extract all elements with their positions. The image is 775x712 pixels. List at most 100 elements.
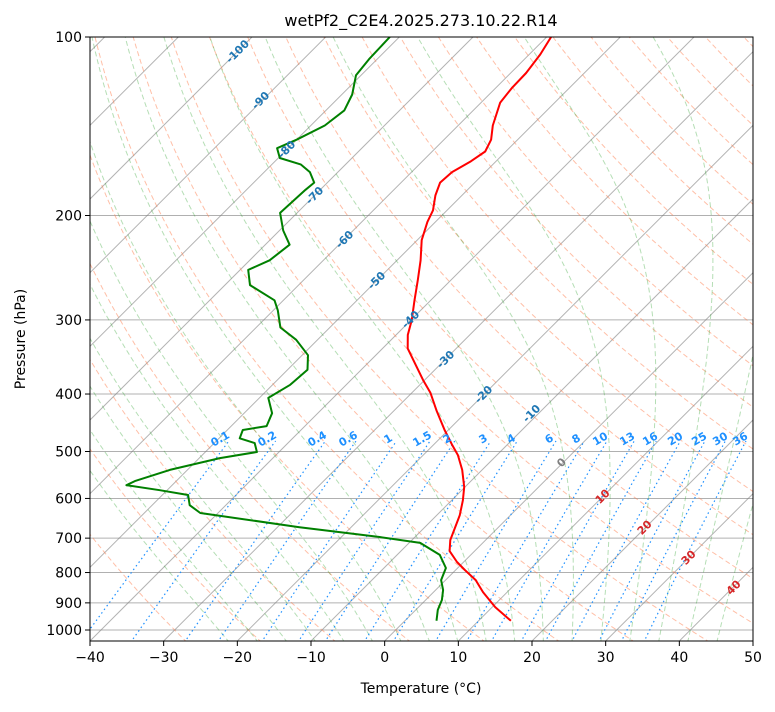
x-tick-label: −30 [149, 650, 179, 666]
y-tick-label: 300 [55, 313, 82, 329]
mixing-ratio-line [261, 440, 397, 641]
isotherm-label: -10 [520, 402, 543, 425]
isotherm-line [90, 37, 474, 421]
isotherm-line [310, 198, 753, 641]
mixing-ratio-line [217, 440, 357, 641]
mixing-ratio-label: 0.4 [306, 428, 330, 449]
x-tick-label: 10 [449, 650, 467, 666]
moist-adiabat-line [90, 140, 402, 641]
dry-adiabat-line [552, 37, 753, 245]
x-tick-label: −10 [296, 650, 326, 666]
mixing-ratio-line [363, 440, 492, 641]
dry-adiabat-line [590, 37, 753, 205]
y-tick-label: 500 [55, 444, 82, 460]
mixing-ratio-label: 13 [617, 430, 637, 449]
isotherm-line [90, 37, 695, 641]
mixing-ratio-line [643, 440, 747, 641]
plot-frame [89, 36, 754, 642]
temperature-trace [406, 37, 552, 622]
x-tick-label: −20 [223, 650, 253, 666]
isotherm-line [90, 37, 401, 348]
mixing-ratio-label: 20 [665, 429, 685, 448]
y-tick-label: 400 [55, 387, 82, 403]
mixing-ratio-label: 4 [505, 431, 518, 446]
moist-adiabat-line [90, 219, 373, 641]
dry-adiabat-line [132, 37, 635, 641]
dry-adiabat-line [514, 37, 753, 285]
isotherm-line [90, 37, 548, 495]
x-axis-label: Temperature (°C) [360, 681, 482, 697]
isotherm-label: 40 [724, 577, 744, 597]
x-tick-label: 20 [523, 650, 541, 666]
x-tick-label: 30 [597, 650, 615, 666]
dry-adiabat-line [323, 37, 753, 493]
dry-adiabat-line [361, 37, 753, 450]
moist-adiabat-line [124, 37, 459, 641]
moist-adiabat-line [652, 37, 714, 641]
isotherm-line [752, 640, 753, 641]
dry-adiabat-line [399, 37, 753, 408]
mixing-ratio-line [544, 440, 657, 641]
mixing-ratio-label: 0.2 [256, 428, 279, 449]
mixing-ratio-line [297, 440, 431, 641]
mixing-ratio-label: 3 [477, 431, 490, 446]
dry-adiabat-line [90, 448, 262, 641]
moist-adiabat-line [90, 429, 259, 641]
dry-adiabat-line [170, 37, 709, 641]
moist-adiabat-line [90, 283, 345, 641]
mixing-ratio-label: 16 [640, 429, 660, 448]
x-tick-label: 0 [380, 650, 389, 666]
mixing-ratio-line [184, 440, 326, 641]
isotherm-line [457, 345, 753, 641]
isotherm-line [90, 37, 253, 200]
dry-adiabat-line [437, 37, 753, 367]
isotherm-line [90, 37, 327, 274]
isotherm-line [90, 37, 622, 569]
mixing-ratio-label: 25 [689, 430, 709, 449]
moist-adiabat-line [91, 37, 430, 641]
mixing-ratio-line [90, 440, 230, 631]
y-tick-label: 900 [55, 596, 82, 612]
chart-title: wetPf2_C2E4.2025.273.10.22.R14 [284, 11, 557, 31]
y-tick-label: 700 [55, 531, 82, 547]
dry-adiabat-line [476, 37, 753, 326]
isotherm-line [236, 124, 753, 641]
moist-adiabat-line [163, 37, 487, 641]
y-tick-label: 800 [55, 566, 82, 582]
isotherm-line [604, 492, 753, 641]
mixing-ratio-label: 1.5 [411, 428, 434, 449]
x-tick-label: 40 [670, 650, 688, 666]
moist-adiabat-line [90, 337, 316, 641]
dry-adiabat-line [247, 37, 753, 580]
mixing-ratio-label: 36 [730, 429, 750, 448]
dry-adiabat-line [90, 262, 411, 641]
dewpoint-trace [125, 37, 447, 621]
isotherm-line [383, 271, 753, 641]
moist-adiabat-line [687, 352, 753, 641]
background-lines [90, 24, 775, 643]
moist-adiabat-line [417, 37, 611, 641]
y-tick-label: 200 [55, 209, 82, 225]
y-tick-label: 100 [55, 30, 82, 46]
moist-adiabat-line [209, 37, 516, 641]
mixing-ratio-line [130, 440, 277, 641]
line-labels: 0.1 0.2 0.4 0.6 1 1.5 2 3 4 6 8 10 13 16 20 25 30 36-100-… [209, 37, 751, 598]
isotherm-label: 0 [554, 455, 569, 470]
profile-traces [125, 37, 552, 622]
axes: −40 −30 −20 −10 0 10 20 30 40 5010020030040050060… [46, 30, 762, 666]
isotherm-line [531, 419, 753, 641]
mixing-ratio-line [490, 440, 608, 641]
mixing-ratio-line [466, 440, 585, 641]
mixing-ratio-line [620, 440, 726, 641]
moist-adiabat-line [264, 37, 544, 641]
mixing-ratio-line [520, 440, 635, 641]
x-tick-label: 50 [744, 650, 762, 666]
isotherm-label: -90 [249, 89, 272, 112]
mixing-ratio-label: 0.6 [337, 428, 361, 449]
dry-adiabat-line [769, 24, 775, 643]
mixing-ratio-line [571, 440, 681, 641]
dry-adiabat-line [666, 37, 753, 126]
dry-adiabat-line [90, 533, 187, 641]
y-tick-label: 1000 [46, 623, 82, 639]
